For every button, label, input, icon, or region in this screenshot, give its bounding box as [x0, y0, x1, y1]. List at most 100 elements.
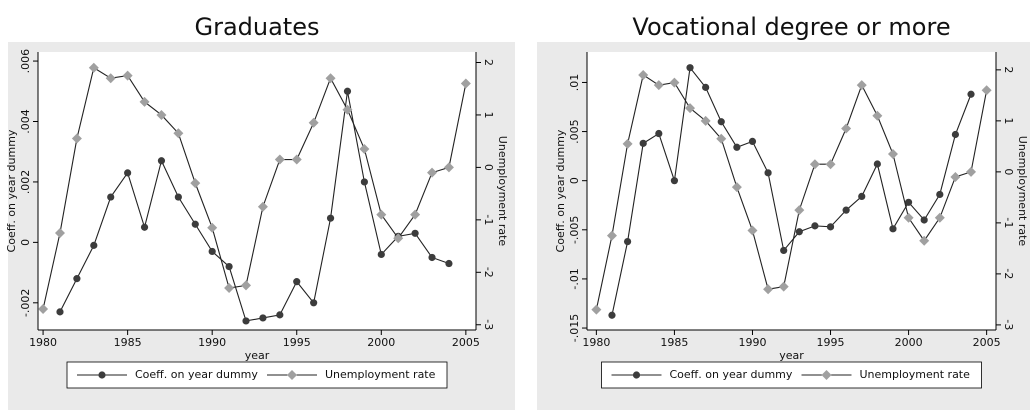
x-tick-label: 2005 — [452, 336, 480, 349]
legend-box — [66, 361, 448, 389]
marker — [731, 182, 742, 193]
y2-tick-label: 0 — [1002, 168, 1015, 175]
y-tick-label: .002 — [19, 170, 32, 195]
marker — [460, 78, 471, 89]
marker — [107, 193, 115, 201]
series-line — [59, 91, 450, 322]
marker — [122, 70, 133, 81]
marker — [919, 235, 930, 246]
y2-axis-title: Unemployment rate — [496, 136, 509, 247]
marker — [670, 177, 679, 185]
marker — [377, 250, 385, 259]
marker — [208, 247, 216, 256]
marker — [887, 149, 898, 160]
x-tick-label: 1990 — [198, 336, 226, 349]
marker — [308, 117, 319, 128]
x-tick-label: 1995 — [817, 336, 845, 349]
marker — [809, 159, 820, 170]
marker — [411, 229, 419, 237]
legend-label: Coeff. on year dummy — [135, 368, 258, 381]
marker — [748, 137, 757, 145]
y2-axis-title: Unemployment rate — [1016, 136, 1029, 247]
marker — [241, 280, 252, 291]
marker — [445, 259, 453, 268]
panel: Vocational degree or more 1980 1985 1990 199… — [537, 13, 1030, 410]
legend-box — [601, 361, 982, 389]
y2-tick-label: -3 — [482, 319, 495, 330]
y2-tick-label: 2 — [1002, 66, 1015, 73]
marker — [920, 216, 928, 224]
marker — [207, 222, 218, 233]
marker — [343, 87, 352, 95]
marker — [825, 159, 836, 170]
y-tick-label: .006 — [19, 49, 32, 74]
marker — [326, 214, 335, 222]
marker — [105, 73, 116, 84]
marker — [291, 154, 302, 165]
y-tick-label: .004 — [19, 109, 32, 134]
y-tick-label: -.01 — [568, 268, 581, 289]
marker — [360, 178, 368, 186]
marker — [936, 190, 944, 199]
marker — [157, 157, 166, 165]
y2-tick-label: -1 — [482, 214, 495, 225]
marker — [903, 212, 914, 223]
plot-area — [587, 52, 996, 330]
legend-marker — [821, 370, 832, 380]
marker — [967, 90, 975, 98]
x-tick-label: 2000 — [367, 336, 395, 349]
marker — [702, 83, 710, 91]
legend-label: Unemployment rate — [325, 368, 436, 381]
x-tick-label: 2005 — [973, 336, 1001, 349]
marker — [225, 262, 233, 271]
marker — [427, 167, 438, 178]
marker — [190, 178, 201, 189]
marker — [981, 85, 992, 96]
x-tick-label: 1980 — [582, 336, 610, 349]
marker — [872, 110, 883, 121]
marker — [428, 253, 436, 262]
marker — [966, 166, 977, 177]
y-axis-title: Coeff. on year dummy — [554, 129, 567, 252]
x-tick-label: 1985 — [114, 336, 142, 349]
y-tick-label: 0 — [568, 177, 581, 184]
marker — [638, 69, 649, 80]
marker — [622, 138, 633, 149]
x-tick-label: 1985 — [660, 336, 688, 349]
x-axis-title: year — [245, 349, 270, 362]
marker — [764, 169, 772, 177]
marker — [56, 308, 64, 316]
y-tick-label: -.015 — [568, 314, 581, 342]
marker — [700, 115, 711, 126]
y2-tick-label: -3 — [1002, 319, 1015, 330]
y-tick-label: 0 — [19, 239, 32, 246]
y2-tick-label: -1 — [1002, 217, 1015, 228]
legend-label: Coeff. on year dummy — [670, 368, 793, 381]
y2-tick-label: 1 — [482, 111, 495, 118]
y-tick-label: -.002 — [19, 289, 32, 317]
marker — [156, 109, 167, 120]
marker — [904, 198, 913, 206]
marker — [71, 133, 82, 144]
y2-tick-label: 2 — [482, 59, 495, 66]
marker — [191, 220, 199, 228]
marker — [608, 311, 616, 319]
marker — [38, 304, 49, 315]
marker — [685, 103, 696, 114]
marker — [811, 222, 819, 230]
marker — [686, 64, 694, 72]
legend-marker — [287, 370, 297, 380]
marker — [310, 299, 318, 307]
marker — [780, 246, 788, 255]
marker — [733, 143, 741, 151]
chart-title: Graduates — [194, 13, 319, 41]
marker — [951, 130, 960, 139]
legend-marker — [632, 371, 641, 379]
marker — [841, 123, 852, 134]
y2-tick-label: 0 — [482, 164, 495, 171]
marker — [778, 281, 789, 292]
marker — [139, 96, 150, 107]
marker — [242, 317, 250, 325]
legend-label: Unemployment rate — [860, 368, 971, 381]
